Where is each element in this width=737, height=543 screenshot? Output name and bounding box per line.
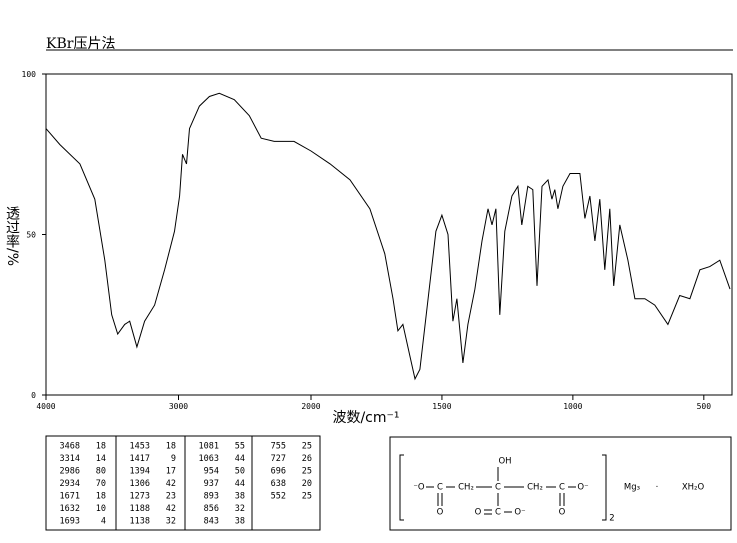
peak-transmittance: 42 <box>166 504 176 514</box>
peak-wavenumber: 1081 <box>199 442 219 452</box>
peak-wavenumber: 696 <box>271 467 286 477</box>
peak-wavenumber: 1632 <box>60 504 80 514</box>
structure-frame <box>389 436 732 531</box>
x-tick-label: 2000 <box>301 402 320 411</box>
structure-label: Mg₃ <box>624 483 640 493</box>
structure-label: · <box>656 483 659 493</box>
structure-label: ⁻O <box>413 483 424 493</box>
peak-transmittance: 25 <box>302 442 312 452</box>
peak-wavenumber: 3314 <box>60 454 80 464</box>
structure-label: XH₂O <box>682 483 705 493</box>
x-tick-label: 1000 <box>563 402 582 411</box>
x-tick-label: 500 <box>697 402 712 411</box>
peak-wavenumber: 638 <box>271 479 286 489</box>
peak-wavenumber: 1671 <box>60 492 80 502</box>
peak-transmittance: 80 <box>96 467 106 477</box>
structure-label: CH₂ <box>458 483 474 493</box>
peak-wavenumber: 1188 <box>130 504 150 514</box>
peak-wavenumber: 1394 <box>130 467 150 477</box>
peak-transmittance: 4 <box>101 517 106 527</box>
peak-wavenumber: 1417 <box>130 454 150 464</box>
bracket <box>602 454 607 521</box>
x-tick-label: 3000 <box>169 402 188 411</box>
peak-transmittance: 38 <box>235 492 245 502</box>
structure-label: C <box>437 483 443 493</box>
peak-transmittance: 55 <box>235 442 245 452</box>
y-tick-label: 0 <box>31 391 36 400</box>
structure-bonds <box>399 454 607 521</box>
peak-transmittance: 20 <box>302 479 312 489</box>
peak-transmittance: 32 <box>235 504 245 514</box>
peak-transmittance: 18 <box>166 442 176 452</box>
structure-label: C <box>495 483 501 493</box>
peak-transmittance: 26 <box>302 454 312 464</box>
peak-transmittance: 42 <box>166 479 176 489</box>
peak-transmittance: 14 <box>96 454 106 464</box>
peak-wavenumber: 1453 <box>130 442 150 452</box>
peak-wavenumber: 843 <box>204 517 219 527</box>
plot-frame <box>45 73 733 396</box>
peak-transmittance: 9 <box>171 454 176 464</box>
structure-label: OH <box>498 457 511 467</box>
peak-wavenumber: 2934 <box>60 479 80 489</box>
structure-label: O⁻ <box>577 483 588 493</box>
x-tick-label: 1500 <box>432 402 451 411</box>
y-tick-label: 100 <box>22 70 37 79</box>
spectrum-line <box>45 92 731 381</box>
x-tick-label: 4000 <box>36 402 55 411</box>
peak-transmittance: 25 <box>302 467 312 477</box>
peak-transmittance: 44 <box>235 479 245 489</box>
peak-wavenumber: 727 <box>271 454 286 464</box>
peak-wavenumber: 893 <box>204 492 219 502</box>
peak-wavenumber: 937 <box>204 479 219 489</box>
structure-label: CH₂ <box>527 483 543 493</box>
peak-wavenumber: 755 <box>271 442 286 452</box>
peak-wavenumber: 1138 <box>130 517 150 527</box>
peak-wavenumber: 3468 <box>60 442 80 452</box>
structure-label: O <box>475 508 482 518</box>
peak-transmittance: 50 <box>235 467 245 477</box>
peak-transmittance: 10 <box>96 504 106 514</box>
peak-wavenumber: 954 <box>204 467 219 477</box>
peak-wavenumber: 856 <box>204 504 219 514</box>
chart-title: KBr压片法 <box>46 36 115 52</box>
peak-wavenumber: 1273 <box>130 492 150 502</box>
peak-transmittance: 18 <box>96 442 106 452</box>
peak-wavenumber: 1063 <box>199 454 219 464</box>
peak-wavenumber: 2986 <box>60 467 80 477</box>
peak-transmittance: 32 <box>166 517 176 527</box>
peak-wavenumber: 552 <box>271 492 286 502</box>
peak-wavenumber: 1693 <box>60 517 80 527</box>
peak-wavenumber: 1306 <box>130 479 150 489</box>
peak-transmittance: 70 <box>96 479 106 489</box>
x-axis-label: 波数/cm⁻¹ <box>332 410 399 426</box>
bracket <box>399 454 404 521</box>
peak-transmittance: 17 <box>166 467 176 477</box>
structure-label: C <box>495 508 501 518</box>
structure-label: O <box>437 508 444 518</box>
structure-label: O <box>559 508 566 518</box>
peak-transmittance: 23 <box>166 492 176 502</box>
peak-table-frame <box>45 435 321 531</box>
structure-label: C <box>559 483 565 493</box>
structure-label: O⁻ <box>514 508 525 518</box>
peak-transmittance: 38 <box>235 517 245 527</box>
peak-transmittance: 18 <box>96 492 106 502</box>
y-tick-label: 50 <box>26 231 36 240</box>
y-axis-label: 透过率/% <box>4 206 20 266</box>
structure-label: 2 <box>609 514 614 524</box>
peak-transmittance: 44 <box>235 454 245 464</box>
peak-transmittance: 25 <box>302 492 312 502</box>
